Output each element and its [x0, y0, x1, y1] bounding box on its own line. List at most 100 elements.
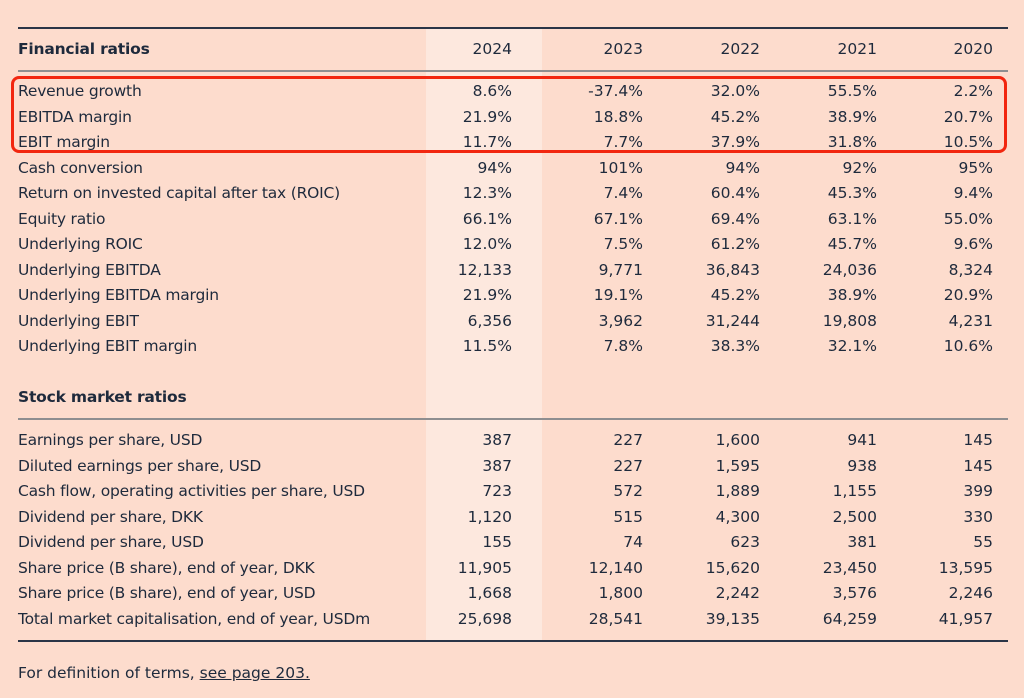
- cell-value-2020: 399: [963, 482, 993, 500]
- cell-value-2024: 11.7%: [462, 133, 512, 151]
- cell-value-2021: 31.8%: [827, 133, 877, 151]
- cell-value-2020: 8,324: [948, 260, 993, 279]
- cell-value-2024: 94%: [477, 158, 512, 177]
- cell-value-2021: 23,450: [822, 558, 877, 577]
- stock-header-rule: [18, 418, 1008, 420]
- see-page-link[interactable]: see page 203.: [199, 664, 310, 682]
- footnote-text: For definition of terms,: [18, 664, 200, 682]
- table-row: Equity ratio 66.1% 67.1% 69.4% 63.1% 55.0%: [18, 207, 994, 232]
- cell-value-2021: 32.1%: [827, 337, 877, 355]
- row-label: EBIT margin: [18, 133, 110, 151]
- table-row: Earnings per share, USD 387 227 1,600 941 145: [18, 428, 994, 453]
- row-label: Return on invested capital after tax (RO…: [18, 184, 340, 202]
- row-label: Total market capitalisation, end of year…: [18, 609, 370, 628]
- table-row: Share price (B share), end of year, USD 1…: [18, 581, 994, 606]
- cell-value-2023: 227: [613, 431, 643, 449]
- table-row: Underlying EBITDA margin 21.9% 19.1% 45.2% 3…: [18, 283, 994, 308]
- cell-value-2024: 723: [482, 482, 512, 500]
- stock-market-ratios-header-row: Stock market ratios: [18, 385, 994, 410]
- section-title-financial-ratios: Financial ratios: [18, 40, 150, 58]
- cell-value-2022: 31,244: [705, 311, 760, 330]
- cell-value-2020: 4,231: [948, 311, 993, 330]
- cell-value-2023: 1,800: [598, 584, 643, 602]
- table-row: EBITDA margin 21.9% 18.8% 45.2% 38.9% 20.7%: [18, 105, 994, 130]
- table-row: EBIT margin 11.7% 7.7% 37.9% 31.8% 10.5%: [18, 130, 994, 155]
- cell-value-2024: 12.0%: [462, 235, 512, 253]
- cell-value-2021: 55.5%: [827, 82, 877, 100]
- cell-value-2024: 1,668: [467, 584, 512, 602]
- cell-value-2023: 7.4%: [603, 184, 643, 202]
- cell-value-2021: 45.7%: [827, 235, 877, 253]
- cell-value-2020: 2.2%: [953, 82, 993, 100]
- cell-value-2023: -37.4%: [588, 82, 643, 100]
- row-label: Underlying EBIT: [18, 311, 139, 330]
- table-top-rule: [18, 27, 1008, 29]
- cell-value-2022: 32.0%: [710, 82, 760, 100]
- cell-value-2020: 55.0%: [943, 209, 993, 228]
- year-header: 2021: [837, 40, 877, 58]
- cell-value-2021: 3,576: [832, 584, 877, 602]
- row-label: EBITDA margin: [18, 107, 132, 126]
- cell-value-2020: 13,595: [938, 558, 993, 577]
- cell-value-2022: 1,600: [715, 431, 760, 449]
- cell-value-2023: 515: [613, 507, 643, 526]
- row-label: Underlying ROIC: [18, 235, 143, 253]
- row-label: Dividend per share, USD: [18, 533, 204, 551]
- cell-value-2024: 11,905: [457, 558, 512, 577]
- cell-value-2024: 387: [482, 431, 512, 449]
- section-title-stock-market-ratios: Stock market ratios: [18, 388, 187, 406]
- table-row: Underlying ROIC 12.0% 7.5% 61.2% 45.7% 9.6%: [18, 232, 994, 257]
- table-row: Underlying EBIT margin 11.5% 7.8% 38.3% 32.1…: [18, 334, 994, 359]
- row-label: Cash conversion: [18, 158, 143, 177]
- table-row: Share price (B share), end of year, DKK 1…: [18, 556, 994, 581]
- cell-value-2020: 145: [963, 431, 993, 449]
- cell-value-2022: 37.9%: [710, 133, 760, 151]
- cell-value-2020: 41,957: [938, 609, 993, 628]
- table-bottom-rule: [18, 640, 1008, 642]
- table-row: Revenue growth 8.6% -37.4% 32.0% 55.5% 2.2%: [18, 79, 994, 104]
- cell-value-2022: 94%: [725, 158, 760, 177]
- cell-value-2020: 330: [963, 507, 993, 526]
- cell-value-2024: 21.9%: [462, 286, 512, 304]
- row-label: Cash flow, operating activities per shar…: [18, 482, 365, 500]
- cell-value-2022: 623: [730, 533, 760, 551]
- table-row: Cash conversion 94% 101% 94% 92% 95%: [18, 156, 994, 181]
- cell-value-2020: 10.6%: [943, 337, 993, 355]
- cell-value-2023: 28,541: [588, 609, 643, 628]
- cell-value-2021: 45.3%: [827, 184, 877, 202]
- cell-value-2024: 66.1%: [462, 209, 512, 228]
- cell-value-2024: 1,120: [467, 507, 512, 526]
- cell-value-2024: 12.3%: [462, 184, 512, 202]
- row-label: Underlying EBITDA: [18, 260, 161, 279]
- cell-value-2021: 2,500: [832, 507, 877, 526]
- cell-value-2024: 12,133: [457, 260, 512, 279]
- cell-value-2022: 45.2%: [710, 107, 760, 126]
- cell-value-2022: 45.2%: [710, 286, 760, 304]
- cell-value-2021: 24,036: [822, 260, 877, 279]
- cell-value-2020: 20.9%: [943, 286, 993, 304]
- year-header: 2024: [472, 40, 512, 58]
- cell-value-2021: 938: [847, 456, 877, 475]
- row-label: Dividend per share, DKK: [18, 507, 203, 526]
- year-header: 2023: [603, 40, 643, 58]
- table-row: Total market capitalisation, end of year…: [18, 607, 994, 632]
- cell-value-2024: 8.6%: [472, 82, 512, 100]
- cell-value-2020: 9.6%: [953, 235, 993, 253]
- table-row: Return on invested capital after tax (RO…: [18, 181, 994, 206]
- cell-value-2024: 6,356: [467, 311, 512, 330]
- row-label: Underlying EBIT margin: [18, 337, 197, 355]
- row-label: Revenue growth: [18, 82, 142, 100]
- year-header: 2020: [953, 40, 993, 58]
- cell-value-2021: 38.9%: [827, 107, 877, 126]
- cell-value-2022: 38.3%: [710, 337, 760, 355]
- cell-value-2021: 941: [847, 431, 877, 449]
- highlight-annotation-box: [11, 76, 1007, 153]
- cell-value-2023: 7.7%: [603, 133, 643, 151]
- row-label: Share price (B share), end of year, DKK: [18, 558, 315, 577]
- table-row: Cash flow, operating activities per shar…: [18, 479, 994, 504]
- cell-value-2024: 155: [482, 533, 512, 551]
- cell-value-2021: 1,155: [832, 482, 877, 500]
- cell-value-2023: 7.8%: [603, 337, 643, 355]
- cell-value-2020: 145: [963, 456, 993, 475]
- financial-ratios-header-row: Financial ratios 2024 2023 2022 2021 202…: [18, 37, 994, 62]
